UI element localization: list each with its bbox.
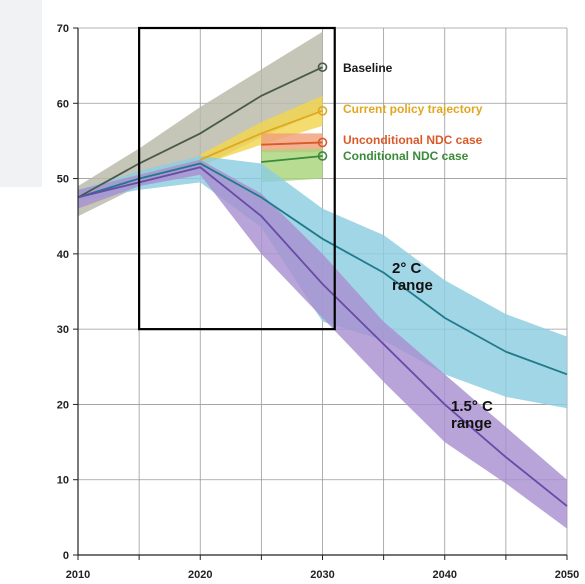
y-tick-label-0: 0 <box>63 550 69 562</box>
zoom-box <box>138 26 336 331</box>
line-conditional-ndc-case <box>261 155 323 163</box>
y-tick-label-60: 60 <box>57 98 69 110</box>
line-current-policy-trajectory <box>199 109 323 161</box>
label-2c-line1: 2° C <box>392 260 422 277</box>
axes <box>73 27 568 560</box>
label-1-5c-line2: range <box>451 415 492 432</box>
marker-unconditional-ndc-case <box>317 137 328 148</box>
label-current-policy: Current policy trajectory <box>343 102 483 116</box>
x-tick-label-2010: 2010 <box>66 569 90 581</box>
x-tick-label-2020: 2020 <box>188 569 212 581</box>
y-tick-label-10: 10 <box>57 475 69 487</box>
band-1-5-c-range <box>78 159 567 529</box>
marker-current-policy-trajectory <box>317 106 328 116</box>
marker-baseline <box>317 62 328 72</box>
y-tick-label-40: 40 <box>57 249 69 261</box>
line-1-5-c-range <box>77 166 568 507</box>
band-current-policy-trajectory <box>200 95 323 166</box>
label-conditional-ndc: Conditional NDC case <box>343 149 469 163</box>
series-lines <box>77 66 568 507</box>
label-1-5c-line1: 1.5° C <box>451 398 493 415</box>
y-tick-label-50: 50 <box>57 174 69 186</box>
line-2-c-range <box>77 162 568 376</box>
x-tick-label-2050: 2050 <box>555 569 579 581</box>
line-unconditional-ndc-case <box>261 141 323 146</box>
label-2c-line2: range <box>392 277 433 294</box>
label-baseline: Baseline <box>343 61 393 75</box>
line-baseline <box>77 66 323 199</box>
y-tick-label-70: 70 <box>57 23 69 35</box>
endpoint-markers <box>317 62 328 161</box>
x-tick-label-2040: 2040 <box>433 569 457 581</box>
label-unconditional-ndc: Unconditional NDC case <box>343 133 483 147</box>
y-tick-label-20: 20 <box>57 399 69 411</box>
y-tick-label-30: 30 <box>57 324 69 336</box>
left-panel-background <box>0 0 42 187</box>
marker-conditional-ndc-case <box>317 151 328 161</box>
x-tick-label-2030: 2030 <box>310 569 334 581</box>
